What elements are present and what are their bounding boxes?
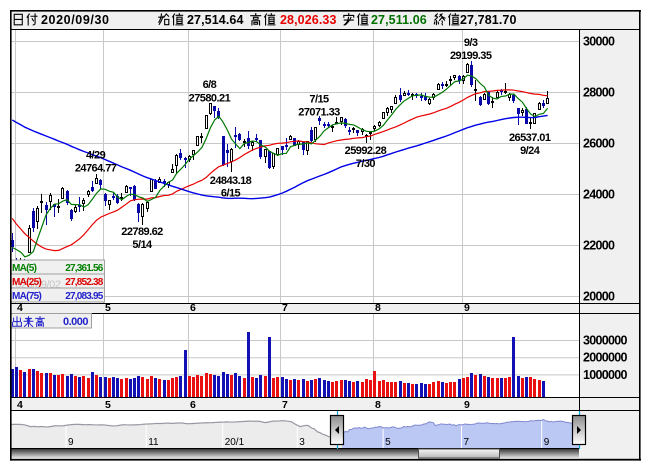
svg-text:8: 8 (375, 302, 381, 314)
svg-text:6: 6 (190, 399, 196, 411)
svg-text:5: 5 (385, 437, 391, 448)
svg-text:30000: 30000 (583, 35, 615, 49)
svg-text:11: 11 (148, 437, 159, 448)
svg-text:7/15: 7/15 (309, 93, 329, 105)
svg-text:9: 9 (464, 399, 470, 411)
svg-text:26537.01: 26537.01 (509, 132, 551, 144)
svg-text:24000: 24000 (583, 188, 615, 202)
svg-text:28000: 28000 (583, 86, 615, 100)
svg-text:29199.35: 29199.35 (450, 50, 492, 62)
svg-text:28,026.33: 28,026.33 (280, 13, 337, 27)
svg-text:7/30: 7/30 (356, 158, 376, 170)
svg-text:27,511.06: 27,511.06 (371, 13, 427, 27)
svg-text:6/15: 6/15 (221, 188, 241, 200)
svg-text:3000000: 3000000 (583, 334, 628, 348)
svg-text:4: 4 (17, 399, 23, 411)
svg-text:7: 7 (464, 437, 470, 448)
svg-text:27,852.38: 27,852.38 (65, 277, 104, 288)
svg-text:MA(75): MA(75) (12, 291, 42, 302)
svg-text:27,083.95: 27,083.95 (65, 291, 104, 302)
svg-text:5: 5 (105, 302, 111, 314)
svg-text:7: 7 (282, 399, 288, 411)
svg-text:2020/09/30: 2020/09/30 (41, 13, 110, 27)
svg-text:4: 4 (17, 302, 23, 314)
svg-text:4/29: 4/29 (86, 150, 106, 162)
svg-text:2000000: 2000000 (583, 351, 628, 365)
svg-text:27071.33: 27071.33 (298, 106, 340, 118)
svg-text:5/14: 5/14 (132, 239, 153, 251)
svg-text:20000: 20000 (583, 290, 615, 304)
svg-text:27580.21: 27580.21 (189, 93, 231, 105)
svg-text:7: 7 (282, 302, 288, 314)
svg-text:22000: 22000 (583, 239, 615, 253)
svg-text:0.000: 0.000 (63, 316, 88, 328)
svg-text:26000: 26000 (583, 137, 615, 151)
svg-text:6/8: 6/8 (203, 79, 217, 91)
svg-text:27,781.70: 27,781.70 (460, 13, 517, 27)
svg-text:3: 3 (299, 437, 305, 448)
svg-text:20/1: 20/1 (225, 437, 245, 448)
svg-text:27,514.64: 27,514.64 (187, 13, 244, 27)
svg-text:9: 9 (544, 437, 550, 448)
svg-text:MA(25): MA(25) (12, 277, 42, 288)
svg-text:9/24: 9/24 (520, 145, 541, 157)
svg-text:8: 8 (375, 399, 381, 411)
svg-text:9: 9 (68, 437, 74, 448)
svg-text:9: 9 (464, 302, 470, 314)
svg-text:1000000: 1000000 (583, 368, 628, 382)
svg-text:24843.18: 24843.18 (210, 175, 252, 187)
svg-text:MA(5): MA(5) (12, 263, 37, 274)
svg-text:5: 5 (105, 399, 111, 411)
svg-text:22789.62: 22789.62 (121, 226, 163, 238)
svg-text:24764.77: 24764.77 (75, 163, 117, 175)
svg-text:6: 6 (190, 302, 196, 314)
svg-text:25992.28: 25992.28 (345, 145, 387, 157)
svg-text:27,361.56: 27,361.56 (65, 263, 104, 274)
svg-text:9/3: 9/3 (464, 37, 478, 49)
